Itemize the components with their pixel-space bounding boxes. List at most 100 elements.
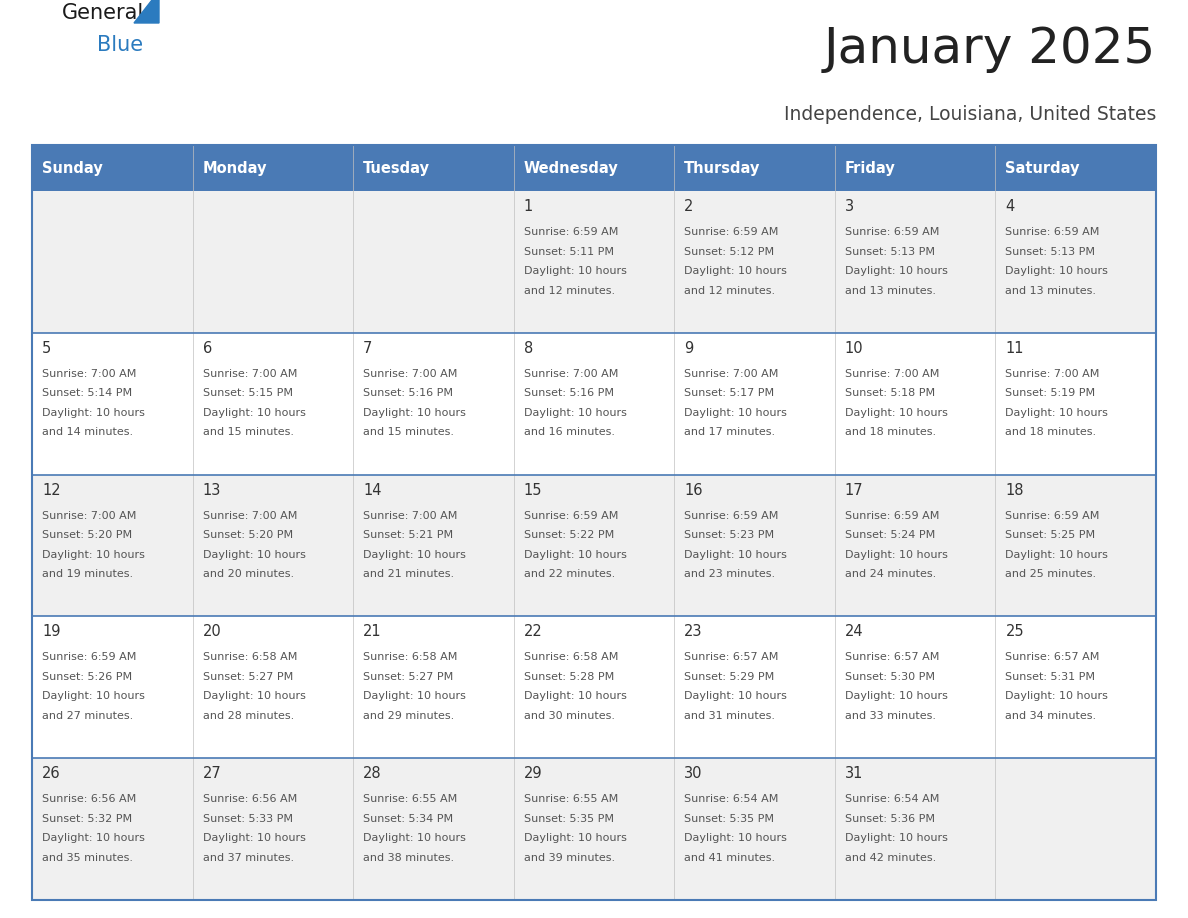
Text: 7: 7	[364, 341, 373, 356]
Text: and 17 minutes.: and 17 minutes.	[684, 427, 776, 437]
Text: Sunset: 5:24 PM: Sunset: 5:24 PM	[845, 530, 935, 540]
Text: and 35 minutes.: and 35 minutes.	[42, 853, 133, 863]
Text: Daylight: 10 hours: Daylight: 10 hours	[364, 691, 466, 701]
Bar	[32, 191, 1156, 333]
Text: Daylight: 10 hours: Daylight: 10 hours	[684, 266, 788, 276]
Text: Daylight: 10 hours: Daylight: 10 hours	[203, 550, 305, 560]
Text: and 37 minutes.: and 37 minutes.	[203, 853, 293, 863]
Text: Daylight: 10 hours: Daylight: 10 hours	[524, 408, 626, 418]
Text: Sunset: 5:34 PM: Sunset: 5:34 PM	[364, 813, 454, 823]
Text: and 16 minutes.: and 16 minutes.	[524, 427, 614, 437]
Text: and 41 minutes.: and 41 minutes.	[684, 853, 776, 863]
Text: Sunrise: 7:00 AM: Sunrise: 7:00 AM	[684, 369, 778, 379]
Text: and 14 minutes.: and 14 minutes.	[42, 427, 133, 437]
Text: 2: 2	[684, 199, 694, 214]
Text: Daylight: 10 hours: Daylight: 10 hours	[364, 408, 466, 418]
Text: 30: 30	[684, 767, 703, 781]
Text: Sunrise: 6:56 AM: Sunrise: 6:56 AM	[203, 794, 297, 804]
Text: Daylight: 10 hours: Daylight: 10 hours	[364, 834, 466, 844]
Bar	[32, 333, 1156, 475]
Text: Sunday: Sunday	[42, 161, 102, 175]
Text: Sunset: 5:25 PM: Sunset: 5:25 PM	[1005, 530, 1095, 540]
Text: Sunset: 5:35 PM: Sunset: 5:35 PM	[684, 813, 775, 823]
Text: 31: 31	[845, 767, 864, 781]
Bar	[32, 145, 192, 191]
Text: Sunrise: 7:00 AM: Sunrise: 7:00 AM	[42, 369, 137, 379]
Text: Daylight: 10 hours: Daylight: 10 hours	[684, 834, 788, 844]
Text: and 21 minutes.: and 21 minutes.	[364, 569, 454, 579]
Text: and 42 minutes.: and 42 minutes.	[845, 853, 936, 863]
Text: Thursday: Thursday	[684, 161, 760, 175]
Text: Sunset: 5:21 PM: Sunset: 5:21 PM	[364, 530, 454, 540]
Text: 26: 26	[42, 767, 61, 781]
Bar	[996, 145, 1156, 191]
Text: Daylight: 10 hours: Daylight: 10 hours	[524, 691, 626, 701]
Text: Tuesday: Tuesday	[364, 161, 430, 175]
Text: Sunrise: 6:55 AM: Sunrise: 6:55 AM	[524, 794, 618, 804]
Text: Friday: Friday	[845, 161, 896, 175]
Text: Daylight: 10 hours: Daylight: 10 hours	[845, 550, 948, 560]
Text: Sunrise: 7:00 AM: Sunrise: 7:00 AM	[1005, 369, 1100, 379]
Text: 20: 20	[203, 624, 221, 640]
Text: Sunset: 5:13 PM: Sunset: 5:13 PM	[845, 247, 935, 256]
Text: Sunrise: 6:55 AM: Sunrise: 6:55 AM	[364, 794, 457, 804]
Text: Daylight: 10 hours: Daylight: 10 hours	[1005, 550, 1108, 560]
Text: and 33 minutes.: and 33 minutes.	[845, 711, 936, 721]
Text: Sunset: 5:14 PM: Sunset: 5:14 PM	[42, 388, 132, 398]
Polygon shape	[134, 0, 159, 23]
Text: Sunset: 5:30 PM: Sunset: 5:30 PM	[845, 672, 935, 682]
Text: Sunset: 5:26 PM: Sunset: 5:26 PM	[42, 672, 132, 682]
Text: Sunrise: 6:58 AM: Sunrise: 6:58 AM	[364, 653, 457, 663]
Text: 9: 9	[684, 341, 694, 356]
Text: and 29 minutes.: and 29 minutes.	[364, 711, 454, 721]
Text: Sunset: 5:15 PM: Sunset: 5:15 PM	[203, 388, 292, 398]
Text: and 15 minutes.: and 15 minutes.	[364, 427, 454, 437]
Text: Sunrise: 7:00 AM: Sunrise: 7:00 AM	[524, 369, 618, 379]
Bar	[32, 145, 1156, 900]
Text: 15: 15	[524, 483, 542, 498]
Text: 6: 6	[203, 341, 211, 356]
Text: and 12 minutes.: and 12 minutes.	[524, 285, 615, 296]
Text: and 18 minutes.: and 18 minutes.	[1005, 427, 1097, 437]
Text: 21: 21	[364, 624, 381, 640]
Text: Sunset: 5:19 PM: Sunset: 5:19 PM	[1005, 388, 1095, 398]
Text: 13: 13	[203, 483, 221, 498]
Text: Sunrise: 6:59 AM: Sunrise: 6:59 AM	[524, 510, 618, 521]
Text: 4: 4	[1005, 199, 1015, 214]
Text: 1: 1	[524, 199, 533, 214]
Text: and 25 minutes.: and 25 minutes.	[1005, 569, 1097, 579]
Text: Daylight: 10 hours: Daylight: 10 hours	[203, 691, 305, 701]
Text: Sunset: 5:20 PM: Sunset: 5:20 PM	[203, 530, 292, 540]
Text: Daylight: 10 hours: Daylight: 10 hours	[845, 834, 948, 844]
Text: and 30 minutes.: and 30 minutes.	[524, 711, 614, 721]
Text: 5: 5	[42, 341, 51, 356]
Text: and 38 minutes.: and 38 minutes.	[364, 853, 454, 863]
Text: and 22 minutes.: and 22 minutes.	[524, 569, 615, 579]
Text: Sunset: 5:22 PM: Sunset: 5:22 PM	[524, 530, 614, 540]
Bar	[675, 145, 835, 191]
Bar	[835, 145, 996, 191]
Text: and 23 minutes.: and 23 minutes.	[684, 569, 776, 579]
Text: 10: 10	[845, 341, 864, 356]
Text: Sunset: 5:27 PM: Sunset: 5:27 PM	[364, 672, 454, 682]
Text: Daylight: 10 hours: Daylight: 10 hours	[845, 266, 948, 276]
Text: and 13 minutes.: and 13 minutes.	[845, 285, 936, 296]
Text: Sunrise: 6:59 AM: Sunrise: 6:59 AM	[1005, 510, 1100, 521]
Text: and 24 minutes.: and 24 minutes.	[845, 569, 936, 579]
Text: 25: 25	[1005, 624, 1024, 640]
Text: 22: 22	[524, 624, 543, 640]
Text: Sunset: 5:23 PM: Sunset: 5:23 PM	[684, 530, 775, 540]
Text: Blue: Blue	[97, 35, 143, 55]
Text: 19: 19	[42, 624, 61, 640]
Text: 8: 8	[524, 341, 533, 356]
Text: January 2025: January 2025	[823, 25, 1156, 73]
Text: and 15 minutes.: and 15 minutes.	[203, 427, 293, 437]
Text: 3: 3	[845, 199, 854, 214]
Text: Daylight: 10 hours: Daylight: 10 hours	[1005, 266, 1108, 276]
Bar	[192, 145, 353, 191]
Text: Daylight: 10 hours: Daylight: 10 hours	[524, 266, 626, 276]
Text: 18: 18	[1005, 483, 1024, 498]
Text: Daylight: 10 hours: Daylight: 10 hours	[845, 691, 948, 701]
Text: Saturday: Saturday	[1005, 161, 1080, 175]
Text: Sunrise: 7:00 AM: Sunrise: 7:00 AM	[42, 510, 137, 521]
